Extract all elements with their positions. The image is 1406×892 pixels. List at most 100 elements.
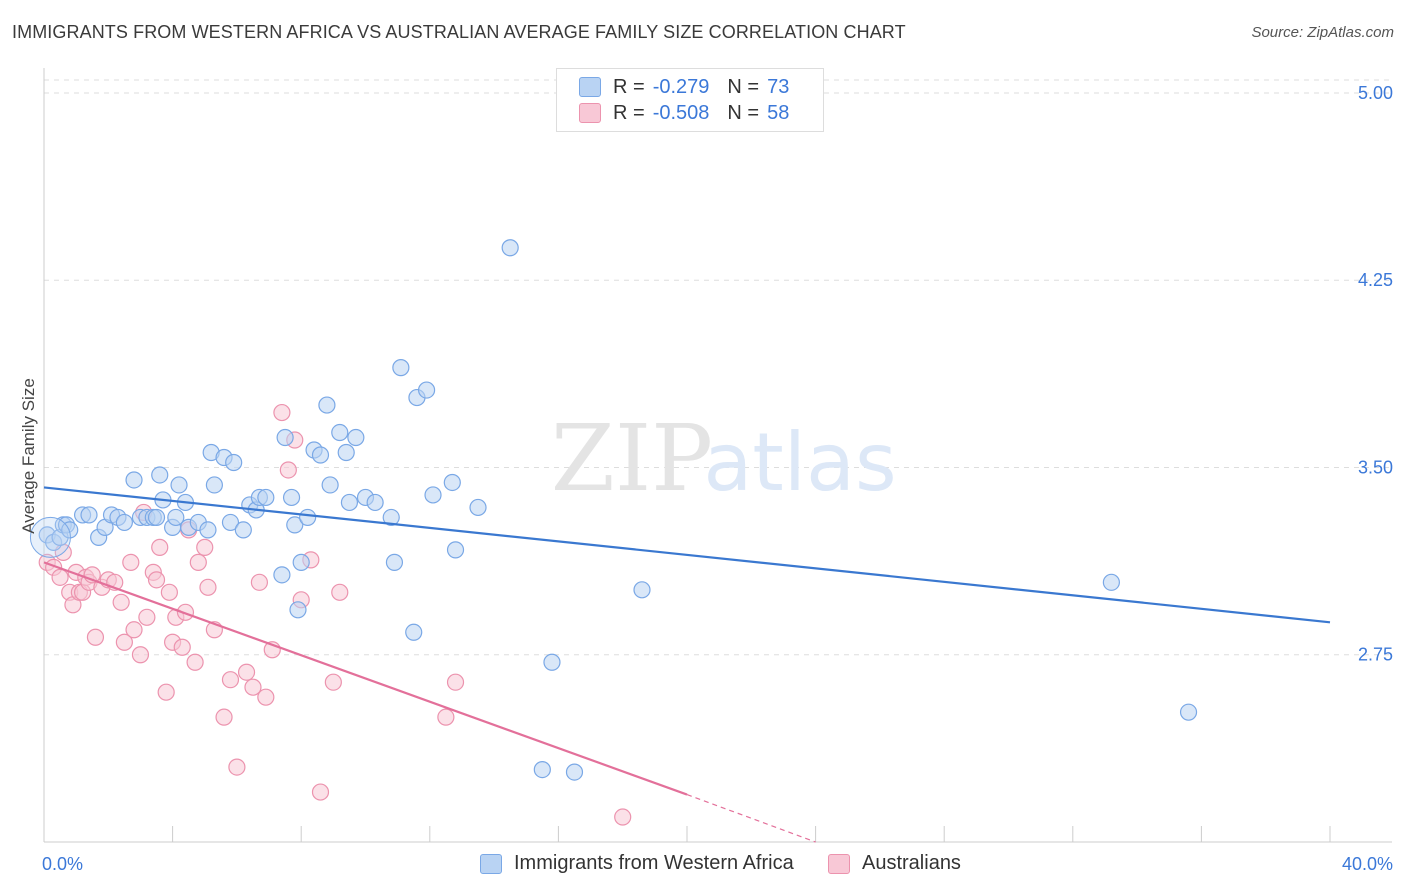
point-australians: [437, 708, 455, 726]
point-immigrants: [221, 513, 240, 532]
point-immigrants: [331, 423, 349, 442]
point-australians: [250, 573, 269, 591]
watermark-atlas: atlas: [703, 416, 896, 509]
x-tick-min: 0.0%: [42, 854, 83, 874]
source-label: Source: ZipAtlas.com: [1251, 24, 1394, 41]
point-australians: [199, 578, 217, 596]
legend-label-australians: Australians: [862, 852, 961, 874]
legend-swatch-pink: [579, 103, 601, 123]
trend-line-australians: [43, 561, 688, 796]
point-immigrants: [273, 566, 291, 584]
point-immigrants: [147, 508, 166, 527]
point-australians: [196, 538, 214, 556]
point-australians: [215, 708, 233, 726]
point-immigrants: [424, 486, 442, 504]
watermark: ZIP atlas: [551, 405, 897, 512]
point-immigrants: [501, 239, 519, 257]
point-immigrants: [289, 601, 307, 619]
point-australians: [122, 553, 140, 571]
point-immigrants: [565, 763, 584, 781]
legend-r-value: -0.279: [652, 75, 710, 98]
y-tick-labels: 2.75 3.50 4.25 5.00: [1358, 83, 1393, 665]
series-immigrants-western-africa: [29, 239, 1198, 781]
legend-r-label: R =: [613, 75, 645, 98]
point-australians: [279, 461, 297, 479]
point-australians: [311, 783, 330, 801]
legend-swatch-blue: [579, 77, 601, 97]
legend-swatch-blue: [480, 853, 502, 874]
point-australians: [51, 568, 69, 586]
trend-line-australians-extension: [686, 793, 816, 843]
point-immigrants: [311, 446, 330, 464]
legend-item-australians[interactable]: Australians: [828, 852, 961, 875]
point-immigrants: [443, 473, 461, 492]
legend-label-immigrants: Immigrants from Western Africa: [514, 852, 794, 874]
point-immigrants: [543, 653, 561, 671]
point-immigrants: [234, 521, 252, 539]
axes: [43, 68, 1392, 843]
legend-item-immigrants[interactable]: Immigrants from Western Africa: [480, 852, 794, 875]
point-immigrants: [276, 428, 294, 447]
point-immigrants: [257, 488, 275, 507]
point-australians: [125, 621, 143, 639]
point-immigrants: [385, 553, 404, 571]
point-australians: [160, 583, 178, 601]
legend-n-value: 58: [767, 101, 790, 124]
point-immigrants: [170, 476, 188, 494]
point-australians: [331, 583, 349, 601]
legend-r-value: -0.508: [652, 101, 710, 124]
legend-n-label: N =: [727, 101, 760, 124]
y-tick-label: 4.25: [1358, 270, 1393, 290]
y-tick-label: 2.75: [1358, 645, 1393, 665]
point-australians: [324, 673, 342, 691]
point-australians: [173, 638, 191, 656]
point-australians: [186, 653, 204, 671]
point-immigrants: [225, 453, 243, 472]
chart-title: IMMIGRANTS FROM WESTERN AFRICA VS AUSTRA…: [12, 22, 906, 42]
point-immigrants: [292, 553, 310, 571]
point-australians: [228, 758, 246, 776]
point-australians: [147, 571, 166, 589]
point-australians: [112, 593, 130, 611]
watermark-zip: ZIP: [551, 405, 713, 512]
point-australians: [157, 683, 175, 701]
point-immigrants: [405, 623, 423, 641]
point-australians: [115, 633, 133, 651]
legend-row-blue: R = -0.279 N = 73: [579, 75, 789, 99]
point-australians: [138, 608, 156, 626]
point-immigrants: [199, 521, 217, 539]
point-immigrants: [321, 476, 339, 494]
y-tick-label: 5.00: [1358, 83, 1393, 103]
legend-n-label: N =: [727, 75, 760, 98]
point-immigrants: [125, 471, 143, 489]
legend-n-value: 73: [767, 75, 790, 98]
correlation-legend: R = -0.279 N = 73 R = -0.508 N = 58: [556, 68, 824, 132]
point-australians: [244, 678, 262, 696]
point-immigrants: [469, 498, 487, 517]
y-tick-label: 3.50: [1358, 457, 1393, 477]
point-immigrants: [167, 508, 185, 527]
trend-line-immigrants: [43, 486, 1331, 624]
grid-lines: [44, 79, 1392, 656]
y-axis-label: Average Family Size: [19, 378, 38, 534]
point-immigrants: [286, 516, 304, 534]
point-immigrants: [340, 493, 359, 512]
point-immigrants: [633, 581, 651, 599]
point-immigrants: [382, 508, 400, 527]
trend-lines: [43, 486, 1331, 843]
point-immigrants: [299, 508, 317, 527]
point-immigrants: [1179, 703, 1198, 721]
point-australians: [151, 538, 169, 556]
point-immigrants: [366, 493, 384, 512]
point-australians: [221, 671, 240, 689]
point-immigrants: [61, 521, 79, 539]
point-immigrants-cluster: [29, 516, 71, 558]
point-australians: [189, 553, 207, 571]
point-australians: [446, 673, 465, 691]
point-australians: [131, 646, 150, 664]
point-immigrants: [115, 513, 133, 532]
point-immigrants: [446, 541, 465, 559]
point-immigrants: [337, 443, 355, 462]
legend-r-label: R =: [613, 101, 645, 124]
